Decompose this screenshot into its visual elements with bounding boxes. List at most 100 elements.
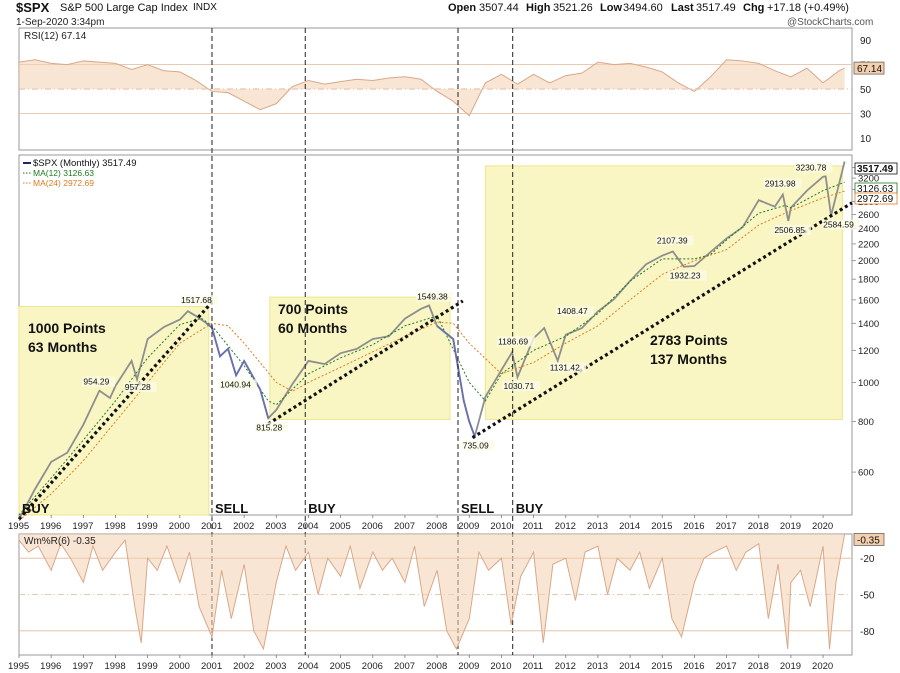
data-label-bg xyxy=(548,362,587,373)
data-label: 3230.78 xyxy=(796,162,827,172)
x-tick-label: 1997 xyxy=(72,661,93,672)
price-tick-label: 2600 xyxy=(858,210,879,221)
trendline xyxy=(267,299,464,426)
price-tick-label: 2400 xyxy=(858,224,879,235)
rsi-tick-label: 10 xyxy=(860,134,872,145)
x-tick-label: 2001 xyxy=(201,521,222,532)
x-tick-label: 1996 xyxy=(40,521,61,532)
low-label: Low xyxy=(600,2,622,14)
trend-box xyxy=(269,296,451,420)
x-tick-label: 2010 xyxy=(490,661,511,672)
open-value: 3507.44 xyxy=(479,2,519,14)
last-label: Last xyxy=(671,2,694,14)
x-tick-label: 2007 xyxy=(394,521,415,532)
rsi-line xyxy=(18,59,845,117)
signal-label: BUY xyxy=(308,501,336,516)
rsi-last-box xyxy=(853,61,885,75)
x-tick-label: 2012 xyxy=(555,521,576,532)
x-tick-label: 2013 xyxy=(587,661,608,672)
price-decline-segment xyxy=(205,322,270,419)
trend-box-label: 700 Points xyxy=(278,301,348,317)
legend-entry: MA(24) 2972.69 xyxy=(33,178,94,188)
x-tick-label: 1998 xyxy=(104,521,125,532)
high-label: High xyxy=(526,2,551,14)
data-label: 2506.85 xyxy=(774,225,805,235)
data-label: 1030.71 xyxy=(504,381,535,391)
right-value-box xyxy=(854,192,898,205)
x-tick-label: 2002 xyxy=(233,521,254,532)
rsi-tick-label: 50 xyxy=(860,85,872,96)
x-tick-label: 2017 xyxy=(716,521,737,532)
price-tick-label: 1000 xyxy=(858,378,879,389)
x-tick-label: 2006 xyxy=(362,661,383,672)
x-tick-label: 2018 xyxy=(748,661,769,672)
data-label-bg xyxy=(416,291,454,302)
data-label: 2107.39 xyxy=(657,235,688,245)
x-tick-label: 1995 xyxy=(8,661,29,672)
x-tick-label: 2001 xyxy=(201,661,222,672)
x-tick-label: 2009 xyxy=(458,521,479,532)
x-tick-label: 2017 xyxy=(716,661,737,672)
legend-entry: MA(12) 3126.63 xyxy=(33,168,94,178)
signal-label: SELL xyxy=(461,501,494,516)
change-value: +17.18 (+0.49%) xyxy=(767,2,849,14)
x-tick-label: 1999 xyxy=(137,521,158,532)
data-label: 1932.23 xyxy=(670,271,701,281)
trend-box-label: 137 Months xyxy=(650,351,727,367)
x-tick-label: 2020 xyxy=(812,661,833,672)
price-tick-label: 3200 xyxy=(858,174,879,185)
high-value: 3521.26 xyxy=(553,2,593,14)
wr-tick-label: -50 xyxy=(860,591,875,602)
x-tick-label: 2013 xyxy=(587,521,608,532)
data-label: 1186.69 xyxy=(498,336,528,346)
data-label-bg xyxy=(655,235,694,246)
x-tick-label: 2003 xyxy=(265,521,286,532)
data-label-bg xyxy=(497,336,535,347)
x-tick-label: 2007 xyxy=(394,661,415,672)
data-label: 735.09 xyxy=(463,440,489,450)
price-tick-label: 1200 xyxy=(858,346,879,357)
data-label: 957.28 xyxy=(125,382,151,392)
data-label-bg xyxy=(502,381,541,392)
trend-box-label: 63 Months xyxy=(28,339,97,355)
price-tick-label: 800 xyxy=(858,417,874,428)
watermark: @StockCharts.com xyxy=(787,17,874,28)
data-label-bg xyxy=(763,178,802,189)
price-tick-label: 1600 xyxy=(858,295,879,306)
x-tick-label: 2015 xyxy=(651,661,672,672)
index-name: S&P 500 Large Cap Index xyxy=(60,2,188,14)
x-tick-label: 2000 xyxy=(169,661,190,672)
x-tick-label: 2008 xyxy=(426,521,447,532)
change-label: Chg xyxy=(743,2,765,14)
rsi-legend: RSI(12) 67.14 xyxy=(24,31,87,42)
rsi-tick-label: 90 xyxy=(860,36,872,47)
data-label: 954.29 xyxy=(83,377,109,387)
data-label-bg xyxy=(82,376,116,387)
x-tick-label: 2012 xyxy=(555,661,576,672)
x-tick-label: 2000 xyxy=(169,521,190,532)
rsi-tick-label: 30 xyxy=(860,109,872,120)
data-label: 1040.94 xyxy=(220,379,251,389)
x-tick-label: 2020 xyxy=(812,521,833,532)
x-tick-label: 2016 xyxy=(683,661,704,672)
data-label: 1517.68 xyxy=(181,295,212,305)
x-tick-label: 2014 xyxy=(619,661,640,672)
x-tick-label: 1996 xyxy=(40,661,61,672)
trendline xyxy=(471,201,853,440)
x-tick-label: 2019 xyxy=(780,521,801,532)
wr-area xyxy=(19,534,845,649)
data-label-bg xyxy=(461,440,495,451)
data-label-bg xyxy=(773,224,812,235)
data-label-bg xyxy=(794,162,833,173)
x-tick-label: 1999 xyxy=(137,661,158,672)
data-label-bg xyxy=(123,382,157,393)
last-value: 3517.49 xyxy=(696,2,736,14)
x-tick-label: 1997 xyxy=(72,521,93,532)
x-tick-label: 2019 xyxy=(780,661,801,672)
x-tick-label: 2009 xyxy=(458,661,479,672)
data-label-bg xyxy=(255,422,288,433)
wr-legend: Wm%R(6) -0.35 xyxy=(24,536,96,547)
x-tick-label: 2005 xyxy=(330,661,351,672)
